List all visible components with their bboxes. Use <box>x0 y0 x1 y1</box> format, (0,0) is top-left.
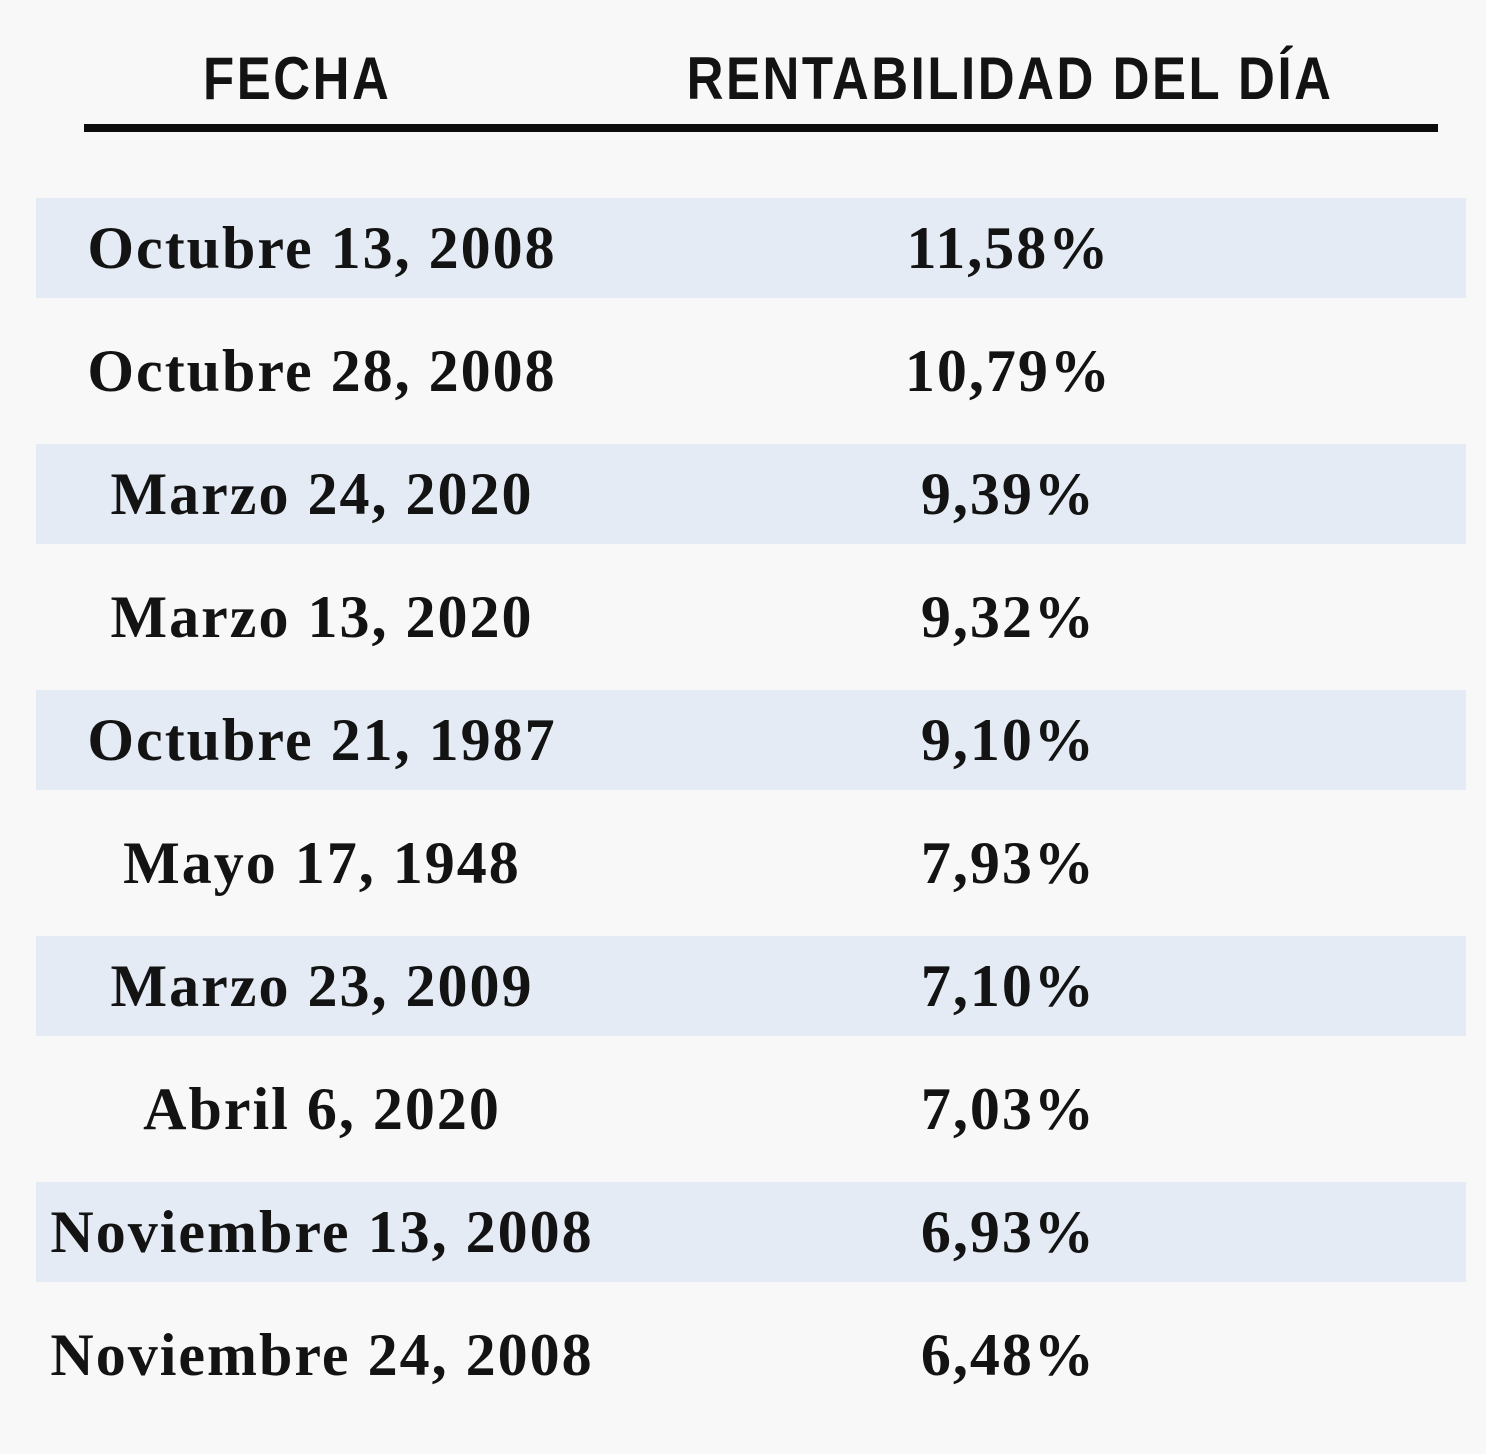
return-value-cell: 9,32% <box>920 584 1096 650</box>
return-value-cell: 6,93% <box>920 1199 1096 1265</box>
table-header: FECHA RENTABILIDAD DEL DÍA <box>0 49 1486 109</box>
date-cell: Octubre 21, 1987 <box>87 707 557 773</box>
table-row: Marzo 23, 2009 7,10% <box>36 936 1466 1036</box>
table-row: Marzo 13, 2020 9,32% <box>36 567 1466 667</box>
date-cell: Marzo 24, 2020 <box>110 461 534 527</box>
column-header-fecha: FECHA <box>202 45 392 112</box>
date-cell: Noviembre 13, 2008 <box>50 1199 594 1265</box>
date-cell: Noviembre 24, 2008 <box>50 1322 594 1388</box>
return-value-cell: 7,10% <box>920 953 1096 1019</box>
table-row: Octubre 28, 2008 10,79% <box>36 321 1466 421</box>
date-cell: Octubre 13, 2008 <box>87 215 557 281</box>
table-row: Mayo 17, 1948 7,93% <box>36 813 1466 913</box>
return-value-cell: 10,79% <box>904 338 1112 404</box>
date-cell: Abril 6, 2020 <box>143 1076 501 1142</box>
table-row: Abril 6, 2020 7,03% <box>36 1059 1466 1159</box>
column-header-rentabilidad: RENTABILIDAD DEL DÍA <box>686 45 1334 112</box>
table-row: Noviembre 13, 2008 6,93% <box>36 1182 1466 1282</box>
table-body: Octubre 13, 2008 11,58% Octubre 28, 2008… <box>36 198 1466 1428</box>
date-cell: Marzo 13, 2020 <box>110 584 534 650</box>
table-row: Octubre 13, 2008 11,58% <box>36 198 1466 298</box>
return-value-cell: 9,39% <box>920 461 1096 527</box>
date-cell: Marzo 23, 2009 <box>110 953 534 1019</box>
header-spacer <box>1427 49 1486 109</box>
table-row: Noviembre 24, 2008 6,48% <box>36 1305 1466 1405</box>
date-cell: Mayo 17, 1948 <box>123 830 521 896</box>
return-value-cell: 7,03% <box>920 1076 1096 1142</box>
return-value-cell: 9,10% <box>920 707 1096 773</box>
return-value-cell: 7,93% <box>920 830 1096 896</box>
table-row: Octubre 21, 1987 9,10% <box>36 690 1466 790</box>
return-value-cell: 11,58% <box>906 215 1111 281</box>
header-divider-rule <box>84 124 1438 132</box>
return-value-cell: 6,48% <box>920 1322 1096 1388</box>
table-row: Marzo 24, 2020 9,39% <box>36 444 1466 544</box>
date-cell: Octubre 28, 2008 <box>87 338 557 404</box>
